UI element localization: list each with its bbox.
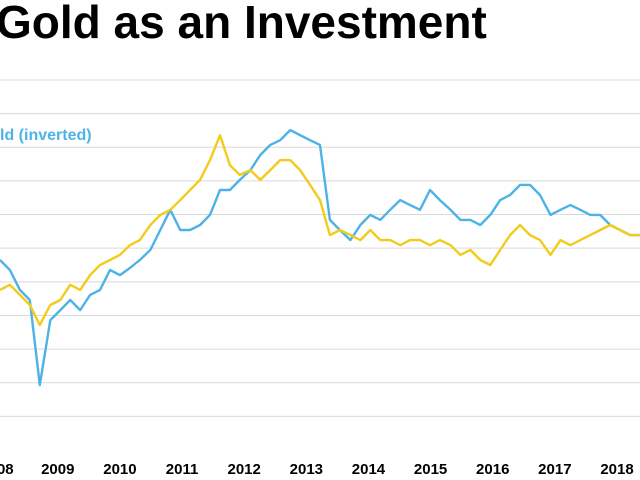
x-tick-label: 2017 xyxy=(538,461,571,478)
x-tick-label: 2018 xyxy=(600,461,633,478)
x-tick-label: 2011 xyxy=(166,461,199,478)
x-tick-label: 2012 xyxy=(228,461,261,478)
x-tick-label: 2013 xyxy=(290,461,323,478)
x-tick-label: 2015 xyxy=(414,461,447,478)
x-tick-label: 08 xyxy=(0,461,14,478)
x-tick-label: 2010 xyxy=(103,461,136,478)
series-line xyxy=(0,128,640,387)
x-tick-label: 2014 xyxy=(352,461,386,478)
x-tick-label: 2009 xyxy=(41,461,74,478)
chart-title: Gold as an Investment xyxy=(0,0,487,48)
legend-label: ld (inverted) xyxy=(0,127,92,144)
series-line xyxy=(0,133,640,327)
x-tick-label: 2016 xyxy=(476,461,509,478)
